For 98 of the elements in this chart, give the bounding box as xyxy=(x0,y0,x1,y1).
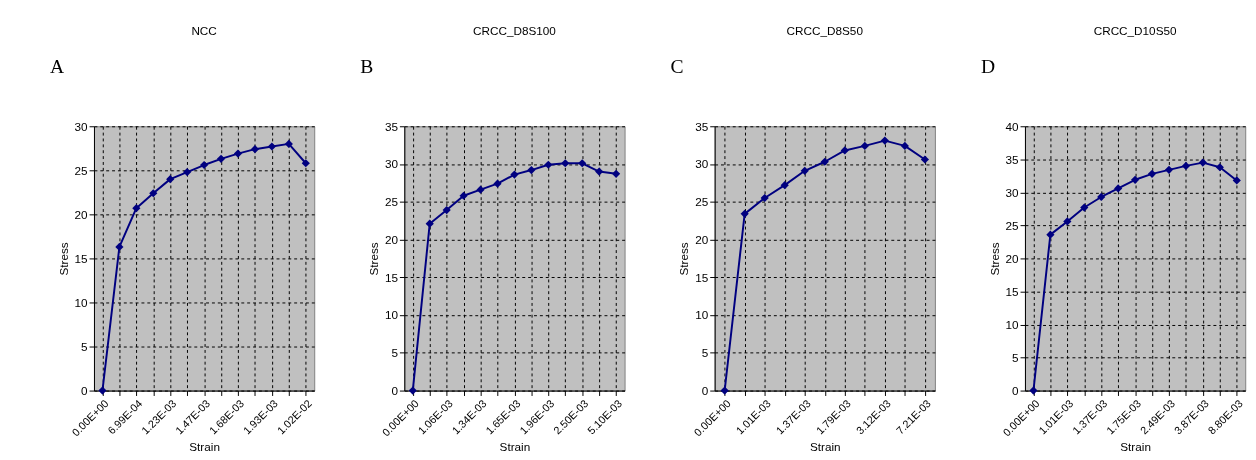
y-tick-label: 25 xyxy=(695,195,709,209)
point xyxy=(612,169,621,178)
y-tick-label: 5 xyxy=(391,346,399,360)
point xyxy=(544,160,553,169)
text: B xyxy=(360,56,374,78)
chart-title: CRCC_D8S100 xyxy=(473,24,557,38)
point xyxy=(1232,176,1241,185)
y-axis-title: Stress xyxy=(56,242,70,276)
y-axis-title: Stress xyxy=(367,242,381,276)
y-tick-label: 30 xyxy=(74,119,89,133)
x-axis-title: Strain xyxy=(189,440,220,454)
y-tick-label: 0 xyxy=(391,383,399,397)
point xyxy=(780,181,789,190)
point xyxy=(284,139,293,148)
y-tick-label: 10 xyxy=(1005,317,1020,331)
point xyxy=(880,136,889,145)
y-tick-label: 15 xyxy=(74,251,89,265)
point xyxy=(442,205,451,215)
text: D xyxy=(980,56,996,78)
point xyxy=(183,167,192,177)
point xyxy=(820,157,829,166)
y-axis-title: Stress xyxy=(677,242,691,276)
point xyxy=(425,219,434,228)
y-tick-label: 20 xyxy=(384,232,399,246)
point xyxy=(1181,161,1191,170)
y-tick-label: 35 xyxy=(384,119,399,133)
y-tick-label: 5 xyxy=(81,339,89,353)
chart-title: NCC xyxy=(191,24,218,38)
y-tick-label: 25 xyxy=(1005,218,1020,232)
y-tick-label: 5 xyxy=(1012,350,1020,364)
y-tick-label: 5 xyxy=(701,346,709,360)
point xyxy=(510,170,519,179)
point xyxy=(493,179,502,188)
y-axis-title: Stress xyxy=(987,242,1001,276)
point xyxy=(578,159,587,168)
point xyxy=(98,386,107,395)
point xyxy=(267,142,276,151)
y-tick-label: 0 xyxy=(701,383,709,397)
point xyxy=(476,185,485,194)
y-tick-label: 10 xyxy=(74,295,89,309)
point xyxy=(860,141,869,150)
point xyxy=(301,159,310,168)
point xyxy=(840,146,849,155)
y-tick-label: 15 xyxy=(695,270,709,284)
point xyxy=(1097,192,1106,202)
y-tick-label: 0 xyxy=(1012,383,1020,397)
y-tick-label: 25 xyxy=(74,163,89,177)
point xyxy=(1114,184,1123,193)
y-tick-label: 15 xyxy=(1005,284,1020,298)
text: C xyxy=(670,56,684,78)
point xyxy=(149,189,158,198)
point xyxy=(740,209,749,218)
point xyxy=(720,386,729,395)
x-axis-title: Strain xyxy=(1120,440,1151,454)
point xyxy=(132,204,141,213)
text: A xyxy=(49,56,65,78)
point xyxy=(115,242,124,252)
y-tick-label: 20 xyxy=(695,232,709,246)
point xyxy=(1063,217,1072,226)
point xyxy=(561,159,570,168)
x-axis-title: Strain xyxy=(499,440,531,454)
y-tick-label: 0 xyxy=(81,383,89,397)
chart-title: CRCC_D10S50 xyxy=(1093,24,1177,38)
y-tick-label: 25 xyxy=(384,195,399,209)
point xyxy=(1164,165,1174,174)
point xyxy=(800,166,809,175)
point xyxy=(459,191,468,200)
point xyxy=(900,141,909,150)
point xyxy=(1215,163,1224,172)
point xyxy=(200,160,209,170)
point xyxy=(216,154,226,163)
point xyxy=(920,155,929,164)
y-tick-label: 15 xyxy=(384,270,399,284)
y-tick-label: 30 xyxy=(384,157,399,171)
y-tick-label: 20 xyxy=(1005,251,1020,265)
point xyxy=(1147,169,1157,178)
point xyxy=(1080,203,1089,212)
y-tick-label: 35 xyxy=(695,119,709,133)
y-tick-label: 35 xyxy=(1005,152,1020,166)
point xyxy=(595,167,604,176)
point xyxy=(1046,230,1055,239)
point xyxy=(166,175,175,184)
y-tick-label: 30 xyxy=(695,157,709,171)
x-axis-title: Strain xyxy=(809,440,841,454)
point xyxy=(760,193,769,203)
y-tick-label: 40 xyxy=(1005,119,1020,133)
point xyxy=(408,386,417,395)
point xyxy=(1198,158,1207,167)
point xyxy=(233,149,243,158)
point xyxy=(1131,175,1140,184)
y-tick-label: 10 xyxy=(695,308,709,322)
y-tick-label: 30 xyxy=(1005,185,1020,199)
y-tick-label: 10 xyxy=(384,308,399,322)
chart-title: CRCC_D8S50 xyxy=(786,24,864,38)
y-tick-label: 20 xyxy=(74,207,89,221)
point xyxy=(1029,386,1038,395)
point xyxy=(527,165,536,175)
point xyxy=(250,145,260,154)
